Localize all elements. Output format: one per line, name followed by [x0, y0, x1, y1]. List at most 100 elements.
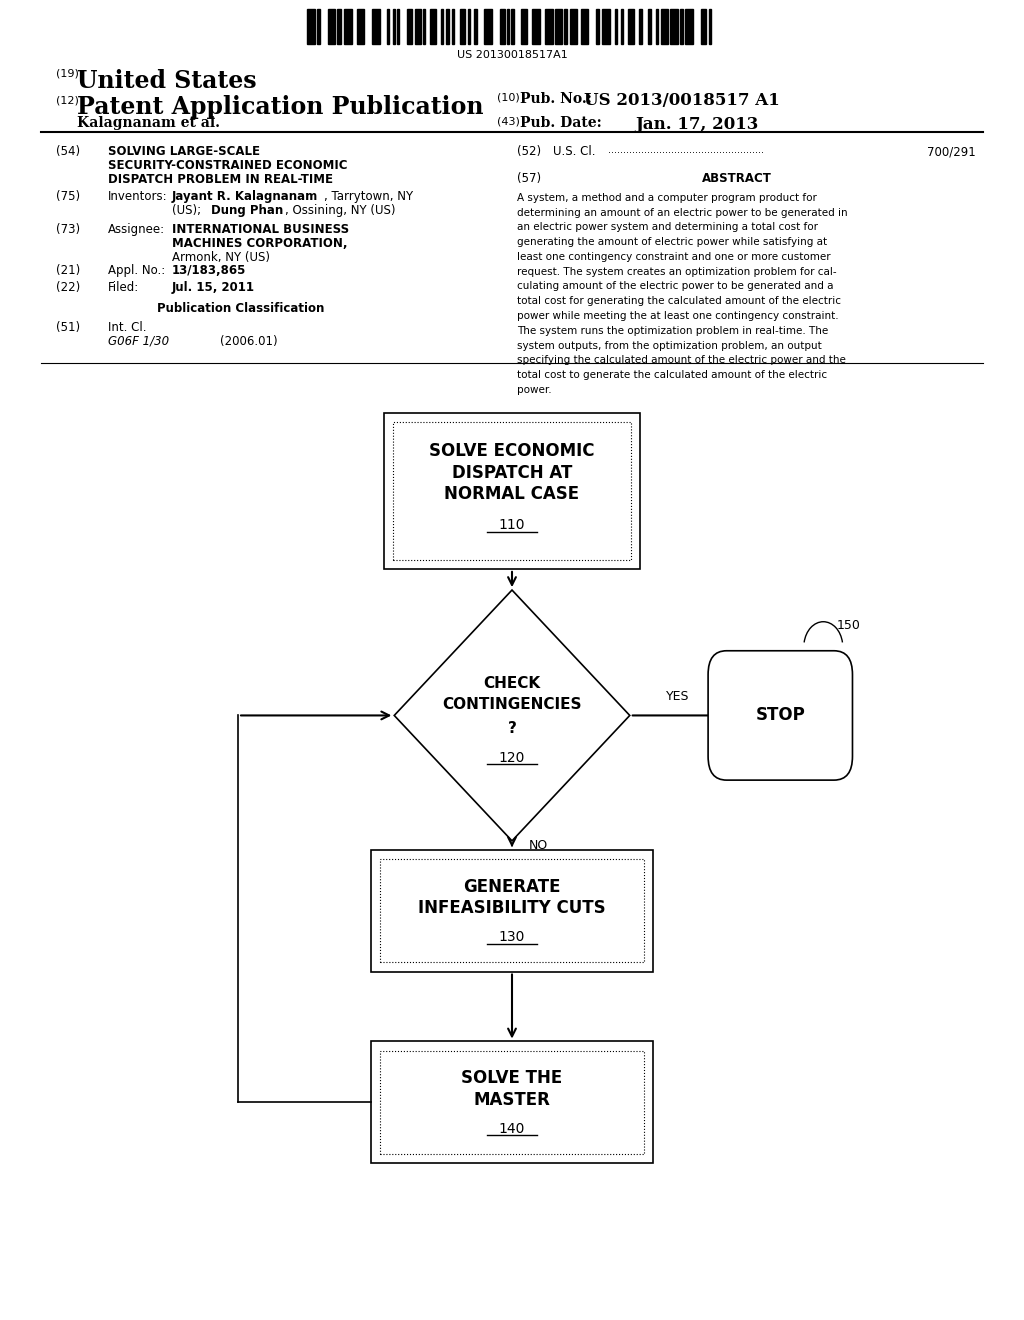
Bar	[445, 9, 449, 44]
Bar	[621, 9, 623, 44]
Text: 110: 110	[499, 519, 525, 532]
Bar	[316, 9, 321, 44]
Text: 13/183,865: 13/183,865	[172, 264, 247, 277]
Text: power while meeting the at least one contingency constraint.: power while meeting the at least one con…	[517, 312, 839, 321]
Text: US 2013/0018517 A1: US 2013/0018517 A1	[584, 92, 779, 110]
Bar	[357, 9, 365, 44]
Text: 150: 150	[837, 619, 860, 632]
Text: ?: ?	[508, 721, 516, 737]
Text: (43): (43)	[497, 116, 519, 127]
Text: 130: 130	[499, 931, 525, 944]
Bar	[387, 9, 389, 44]
FancyBboxPatch shape	[709, 651, 852, 780]
Text: CHECK: CHECK	[483, 676, 541, 692]
Text: 120: 120	[499, 751, 525, 764]
Text: MASTER: MASTER	[473, 1090, 551, 1109]
Text: (54): (54)	[56, 145, 81, 158]
Text: Int. Cl.: Int. Cl.	[108, 321, 146, 334]
Bar	[671, 9, 678, 44]
Bar	[441, 9, 443, 44]
FancyBboxPatch shape	[371, 850, 653, 972]
Text: system outputs, from the optimization problem, an output: system outputs, from the optimization pr…	[517, 341, 822, 351]
Bar	[596, 9, 599, 44]
Bar	[628, 9, 634, 44]
Bar	[511, 9, 514, 44]
Polygon shape	[394, 590, 630, 841]
Text: DISPATCH PROBLEM IN REAL-TIME: DISPATCH PROBLEM IN REAL-TIME	[108, 173, 333, 186]
Text: generating the amount of electric power while satisfying at: generating the amount of electric power …	[517, 238, 827, 247]
Text: Publication Classification: Publication Classification	[157, 302, 325, 315]
Text: Pub. No.:: Pub. No.:	[520, 92, 592, 107]
Text: DISPATCH AT: DISPATCH AT	[452, 463, 572, 482]
Bar	[344, 9, 351, 44]
Bar	[500, 9, 505, 44]
Text: (51): (51)	[56, 321, 81, 334]
Text: , Ossining, NY (US): , Ossining, NY (US)	[285, 205, 395, 216]
Text: MACHINES CORPORATION,: MACHINES CORPORATION,	[172, 238, 347, 249]
Text: Dung Phan: Dung Phan	[211, 205, 284, 216]
Text: an electric power system and determining a total cost for: an electric power system and determining…	[517, 222, 818, 232]
FancyBboxPatch shape	[384, 413, 640, 569]
Bar	[307, 9, 314, 44]
Text: Pub. Date:: Pub. Date:	[520, 116, 602, 131]
Bar	[397, 9, 399, 44]
Text: power.: power.	[517, 385, 552, 395]
Text: (2006.01): (2006.01)	[220, 334, 278, 347]
Text: ABSTRACT: ABSTRACT	[702, 172, 772, 185]
Text: specifying the calculated amount of the electric power and the: specifying the calculated amount of the …	[517, 355, 846, 366]
Text: U.S. Cl.: U.S. Cl.	[553, 145, 596, 158]
Text: United States: United States	[77, 69, 256, 92]
Text: INTERNATIONAL BUSINESS: INTERNATIONAL BUSINESS	[172, 223, 349, 236]
Bar	[338, 9, 341, 44]
Text: (12): (12)	[56, 95, 79, 106]
Bar	[430, 9, 436, 44]
Bar	[602, 9, 610, 44]
Bar	[680, 9, 683, 44]
Text: (57): (57)	[517, 172, 542, 185]
Text: 700/291: 700/291	[927, 145, 976, 158]
Text: culating amount of the electric power to be generated and a: culating amount of the electric power to…	[517, 281, 834, 292]
Text: (73): (73)	[56, 223, 81, 236]
Text: (21): (21)	[56, 264, 81, 277]
Text: total cost for generating the calculated amount of the electric: total cost for generating the calculated…	[517, 296, 841, 306]
Text: Inventors:: Inventors:	[108, 190, 167, 203]
Text: STOP: STOP	[756, 706, 805, 725]
Text: A system, a method and a computer program product for: A system, a method and a computer progra…	[517, 193, 817, 203]
Bar	[452, 9, 455, 44]
Bar	[474, 9, 477, 44]
Bar	[545, 9, 553, 44]
Text: least one contingency constraint and one or more customer: least one contingency constraint and one…	[517, 252, 830, 261]
Text: NORMAL CASE: NORMAL CASE	[444, 484, 580, 503]
Bar	[581, 9, 588, 44]
Text: The system runs the optimization problem in real-time. The: The system runs the optimization problem…	[517, 326, 828, 335]
Bar	[468, 9, 470, 44]
Bar	[407, 9, 412, 44]
Text: Jan. 17, 2013: Jan. 17, 2013	[635, 116, 758, 133]
Text: Jayant R. Kalagnanam: Jayant R. Kalagnanam	[172, 190, 318, 203]
Text: SOLVING LARGE-SCALE: SOLVING LARGE-SCALE	[108, 145, 259, 158]
Text: Jul. 15, 2011: Jul. 15, 2011	[172, 281, 255, 294]
Text: GENERATE: GENERATE	[463, 878, 561, 896]
Text: , Tarrytown, NY: , Tarrytown, NY	[324, 190, 413, 203]
Text: (US);: (US);	[172, 205, 205, 216]
Text: (22): (22)	[56, 281, 81, 294]
Text: G06F 1/30: G06F 1/30	[108, 334, 169, 347]
Text: (75): (75)	[56, 190, 81, 203]
Text: SOLVE ECONOMIC: SOLVE ECONOMIC	[429, 442, 595, 461]
Bar	[484, 9, 492, 44]
Text: (19): (19)	[56, 69, 79, 79]
Text: CONTINGENCIES: CONTINGENCIES	[442, 697, 582, 713]
Bar	[700, 9, 706, 44]
Text: Patent Application Publication: Patent Application Publication	[77, 95, 483, 119]
Text: YES: YES	[667, 690, 690, 704]
Bar	[639, 9, 642, 44]
FancyBboxPatch shape	[371, 1041, 653, 1163]
Bar	[569, 9, 578, 44]
Bar	[532, 9, 540, 44]
Text: Armonk, NY (US): Armonk, NY (US)	[172, 251, 270, 264]
Bar	[685, 9, 693, 44]
Text: total cost to generate the calculated amount of the electric: total cost to generate the calculated am…	[517, 370, 827, 380]
Bar	[564, 9, 566, 44]
Text: ....................................................: ........................................…	[608, 145, 764, 156]
Text: Filed:: Filed:	[108, 281, 139, 294]
